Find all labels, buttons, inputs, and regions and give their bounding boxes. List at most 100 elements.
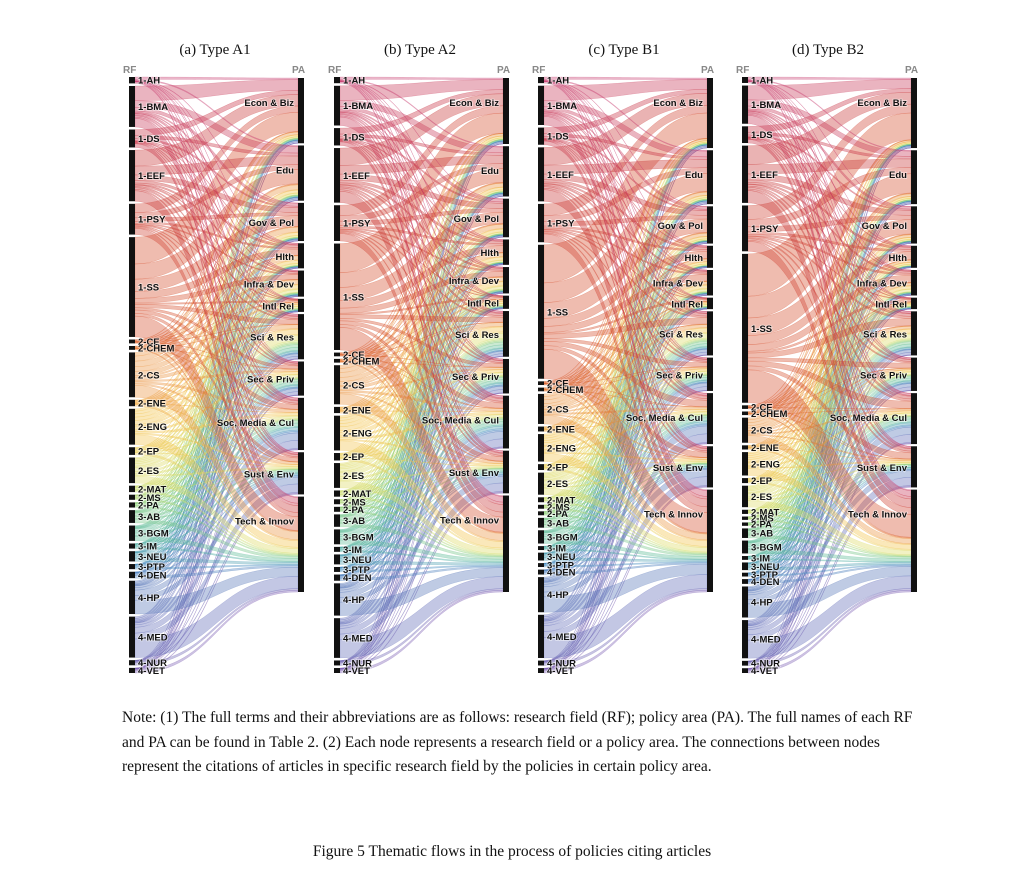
rf-label-1-bma: 1-BMA [547,101,577,112]
rf-label-4-den: 4-DEN [343,573,372,584]
rf-node-2-pa [538,511,544,516]
rf-node-1-eef [538,147,544,202]
flow-4-vet-to-soc-media-and-cul [747,443,912,671]
rf-node-3-im [538,546,544,551]
rf-label-4-den: 4-DEN [547,568,576,579]
pa-label-hlth: Hlth [481,248,500,259]
rf-node-1-bma [334,85,340,126]
rf-node-2-eng [538,434,544,462]
rf-node-4-den [742,579,748,584]
rf-node-4-med [129,616,135,658]
rf-label-3-im: 3-IM [751,553,770,564]
pa-node-hlth [298,243,304,269]
pa-node-edu [911,150,917,205]
pa-label-hlth: Hlth [276,252,295,263]
rf-label-4-den: 4-DEN [751,577,780,588]
rf-label-2-ce: 2-CE [343,350,365,361]
rf-label-4-vet: 4-VET [138,666,165,677]
rf-axis-tag: RF [123,65,136,76]
rf-node-2-ep [334,453,340,461]
pa-label-tech-and-innov: Tech & Innov [848,510,908,521]
pa-label-gov-and-pol: Gov & Pol [454,214,499,225]
flows [134,76,299,674]
rf-node-2-es [742,485,748,508]
rf-label-2-eng: 2-ENG [547,443,576,454]
rf-label-2-es: 2-ES [343,471,364,482]
rf-label-2-cs: 2-CS [751,426,773,437]
rf-label-2-pa: 2-PA [751,520,772,531]
flow-4-vet-to-sec-and-priv [134,395,299,670]
rf-label-2-chem: 2-CHEM [138,343,175,354]
pa-node-hlth [707,245,713,268]
rf-label-2-ce: 2-CE [751,403,773,414]
rf-label-4-nur: 4-NUR [343,658,372,669]
rf-label-2-ep: 2-EP [547,463,569,474]
rf-node-3-bgm [334,529,340,545]
rf-label-3-neu: 3-NEU [138,552,167,563]
rf-label-2-ms: 2-MS [547,502,570,513]
pa-node-edu [707,150,713,205]
rf-label-1-eef: 1-EEF [547,170,574,181]
rf-label-2-ene: 2-ENE [343,405,371,416]
pa-node-sust-and-env [503,450,509,494]
pa-node-soc-media-and-cul [503,395,509,449]
rf-label-1-ds: 1-DS [138,134,160,145]
rf-node-1-psy [538,203,544,243]
pa-label-edu: Edu [685,170,703,181]
rf-label-2-eng: 2-ENG [343,429,372,440]
pa-label-econ-and-biz: Econ & Biz [449,98,499,109]
rf-node-1-ss [742,253,748,403]
pa-node-gov-and-pol [707,206,713,244]
pa-label-soc-media-and-cul: Soc, Media & Cul [626,413,703,424]
pa-node-soc-media-and-cul [298,397,304,451]
pa-node-econ-and-biz [503,78,509,145]
pa-node-hlth [911,245,917,268]
rf-label-2-mat: 2-MAT [751,507,780,518]
pa-label-sec-and-priv: Sec & Priv [247,375,295,386]
rf-node-1-ds [129,129,135,148]
rf-node-2-es [334,463,340,488]
rf-node-2-pa [129,502,135,508]
pa-node-soc-media-and-cul [911,393,917,445]
rf-node-2-ene [742,445,748,450]
rf-node-2-cs [742,417,748,443]
rf-label-1-psy: 1-PSY [343,219,371,230]
rf-label-2-ms: 2-MS [751,514,774,525]
rf-label-3-im: 3-IM [138,542,157,553]
rf-axis-tag: RF [328,65,341,76]
flow-4-vet-to-soc-media-and-cul [543,443,708,670]
pa-node-sci-and-res [298,314,304,360]
rf-node-2-ms [334,499,340,505]
rf-label-1-eef: 1-EEF [138,171,165,182]
pa-node-edu [503,146,509,197]
rf-label-4-med: 4-MED [343,634,373,645]
rf-node-2-chem [742,411,748,416]
rf-node-2-eng [742,452,748,476]
rf-node-1-ds [334,128,340,146]
rf-node-3-bgm [742,540,748,554]
rf-node-1-bma [742,85,748,124]
rf-node-1-ah [334,77,340,84]
rf-node-2-ms [538,504,544,509]
panel-title: (c) Type B1 [588,42,659,58]
rf-label-4-nur: 4-NUR [547,659,576,670]
rf-label-2-chem: 2-CHEM [547,385,584,396]
panel-1: (a) Type A1 RF PA 1-AH 1-BMA 1-DS 1-EEF 1-PSY 1-… [123,42,305,678]
rf-node-1-ds [538,127,544,145]
pa-label-sust-and-env: Sust & Env [449,468,500,479]
rf-label-3-ab: 3-AB [138,512,160,523]
rf-node-4-nur [742,660,748,666]
rf-label-2-ms: 2-MS [138,493,161,504]
pa-node-sec-and-priv [911,357,917,391]
rf-node-1-ss [334,243,340,350]
pa-label-intl-rel: Intl Rel [875,299,907,310]
rf-label-3-neu: 3-NEU [751,562,780,573]
pa-node-sec-and-priv [298,361,304,396]
panel-title: (d) Type B2 [792,42,864,58]
rf-label-3-im: 3-IM [547,544,566,555]
rf-node-3-bgm [538,530,544,544]
pa-label-tech-and-innov: Tech & Innov [644,510,704,521]
rf-node-2-ce [538,381,544,386]
pa-node-sust-and-env [911,446,917,488]
rf-label-1-bma: 1-BMA [751,100,781,111]
